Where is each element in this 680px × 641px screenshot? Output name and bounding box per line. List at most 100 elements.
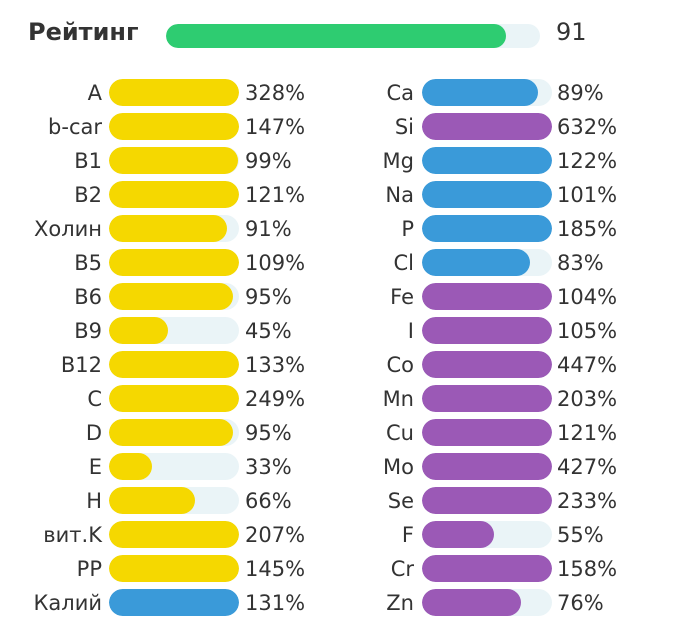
nutrient-percent: 185% xyxy=(557,217,618,241)
nutrient-label: b-car xyxy=(48,115,102,139)
nutrient-bar-track xyxy=(109,487,239,514)
nutrient-label: Fe xyxy=(390,285,414,309)
nutrient-bar xyxy=(422,351,552,378)
nutrient-bar-track xyxy=(422,147,552,174)
nutrient-percent: 55% xyxy=(557,523,604,547)
nutrient-bar-track xyxy=(109,215,239,242)
nutrient-bar xyxy=(422,79,538,106)
nutrient-percent: 447% xyxy=(557,353,618,377)
nutrient-label: E xyxy=(88,455,102,479)
nutrient-label: C xyxy=(87,387,102,411)
nutrient-label: Mo xyxy=(383,455,414,479)
nutrient-label: B5 xyxy=(74,251,102,275)
nutrient-percent: 328% xyxy=(245,81,306,105)
nutrient-label: Mg xyxy=(382,149,414,173)
nutrient-bar-track xyxy=(109,555,239,582)
nutrient-label: D xyxy=(85,421,102,445)
nutrient-bar-track xyxy=(109,351,239,378)
nutrient-bar xyxy=(109,283,233,310)
nutrient-percent: 101% xyxy=(557,183,618,207)
nutrient-label: Cr xyxy=(390,557,414,581)
nutrient-percent: 83% xyxy=(557,251,604,275)
nutrient-label: H xyxy=(86,489,102,513)
nutrient-bar xyxy=(109,113,239,140)
nutrient-bar xyxy=(422,419,552,446)
nutrient-label: PP xyxy=(76,557,102,581)
nutrient-percent: 95% xyxy=(245,421,292,445)
nutrient-bar-track xyxy=(422,385,552,412)
nutrient-bar xyxy=(109,487,195,514)
nutrient-label: Na xyxy=(385,183,414,207)
nutrient-percent: 76% xyxy=(557,591,604,615)
nutrient-percent: 207% xyxy=(245,523,306,547)
nutrient-percent: 95% xyxy=(245,285,292,309)
nutrient-bar-track xyxy=(109,181,239,208)
nutrient-bar-track xyxy=(109,453,239,480)
nutrient-percent: 249% xyxy=(245,387,306,411)
nutrient-bar-track xyxy=(109,249,239,276)
rating-value: 91 xyxy=(556,18,587,46)
nutrient-label: Cl xyxy=(393,251,415,275)
nutrient-bar-track xyxy=(422,113,552,140)
nutrient-bar xyxy=(109,419,233,446)
nutrient-bar xyxy=(422,181,552,208)
nutrient-bar-track xyxy=(109,147,239,174)
nutrient-bar-track xyxy=(109,589,239,616)
nutrient-bar xyxy=(109,249,239,276)
nutrient-label: B6 xyxy=(74,285,102,309)
nutrient-bar-track xyxy=(109,521,239,548)
nutrient-label: Калий xyxy=(33,591,103,615)
nutrient-label: вит.K xyxy=(43,523,102,547)
nutrient-bar xyxy=(422,385,552,412)
nutrient-label: I xyxy=(407,319,414,343)
nutrient-percent: 66% xyxy=(245,489,292,513)
rating-bar-track xyxy=(166,24,540,48)
nutrient-bar xyxy=(109,215,228,242)
nutrient-bar xyxy=(109,521,239,548)
nutrient-percent: 89% xyxy=(557,81,604,105)
nutrient-percent: 427% xyxy=(557,455,618,479)
nutrient-bar xyxy=(109,385,239,412)
nutrient-label: Ca xyxy=(386,81,414,105)
nutrient-percent: 145% xyxy=(245,557,306,581)
nutrient-percent: 158% xyxy=(557,557,618,581)
nutrient-bar-track xyxy=(422,487,552,514)
nutrient-bar xyxy=(422,249,530,276)
nutrient-bar xyxy=(109,453,152,480)
nutrient-percent: 121% xyxy=(557,421,618,445)
nutrient-bar xyxy=(109,351,239,378)
nutrient-bar-track xyxy=(422,521,552,548)
nutrient-percent: 133% xyxy=(245,353,306,377)
nutrient-label: Zn xyxy=(386,591,414,615)
nutrient-bar xyxy=(422,283,552,310)
nutrient-percent: 121% xyxy=(245,183,306,207)
nutrient-bar xyxy=(422,113,552,140)
nutrient-bar xyxy=(109,147,238,174)
nutrient-percent: 203% xyxy=(557,387,618,411)
nutrient-bar xyxy=(109,79,239,106)
nutrient-bar xyxy=(422,521,494,548)
nutrient-label: Co xyxy=(386,353,414,377)
nutrient-bar xyxy=(109,317,168,344)
nutrient-percent: 105% xyxy=(557,319,618,343)
nutrient-bar xyxy=(422,317,552,344)
nutrient-label: B9 xyxy=(74,319,102,343)
nutrient-label: Se xyxy=(387,489,414,513)
nutrient-bar-track xyxy=(109,385,239,412)
nutrient-label: B12 xyxy=(60,353,102,377)
nutrient-percent: 131% xyxy=(245,591,306,615)
nutrient-bar xyxy=(422,147,552,174)
rating-label: Рейтинг xyxy=(28,18,139,46)
nutrient-bar xyxy=(422,453,552,480)
nutrient-bar xyxy=(422,555,552,582)
nutrient-bar xyxy=(109,181,239,208)
nutrient-label: F xyxy=(401,523,414,547)
rating-bar-fill xyxy=(166,24,507,48)
nutrient-label: Холин xyxy=(33,217,102,241)
nutrient-bar xyxy=(422,215,552,242)
nutrient-bar-track xyxy=(422,419,552,446)
nutrient-percent: 91% xyxy=(245,217,292,241)
nutrient-bar-track xyxy=(422,79,552,106)
nutrient-percent: 233% xyxy=(557,489,618,513)
nutrient-bar xyxy=(109,555,239,582)
